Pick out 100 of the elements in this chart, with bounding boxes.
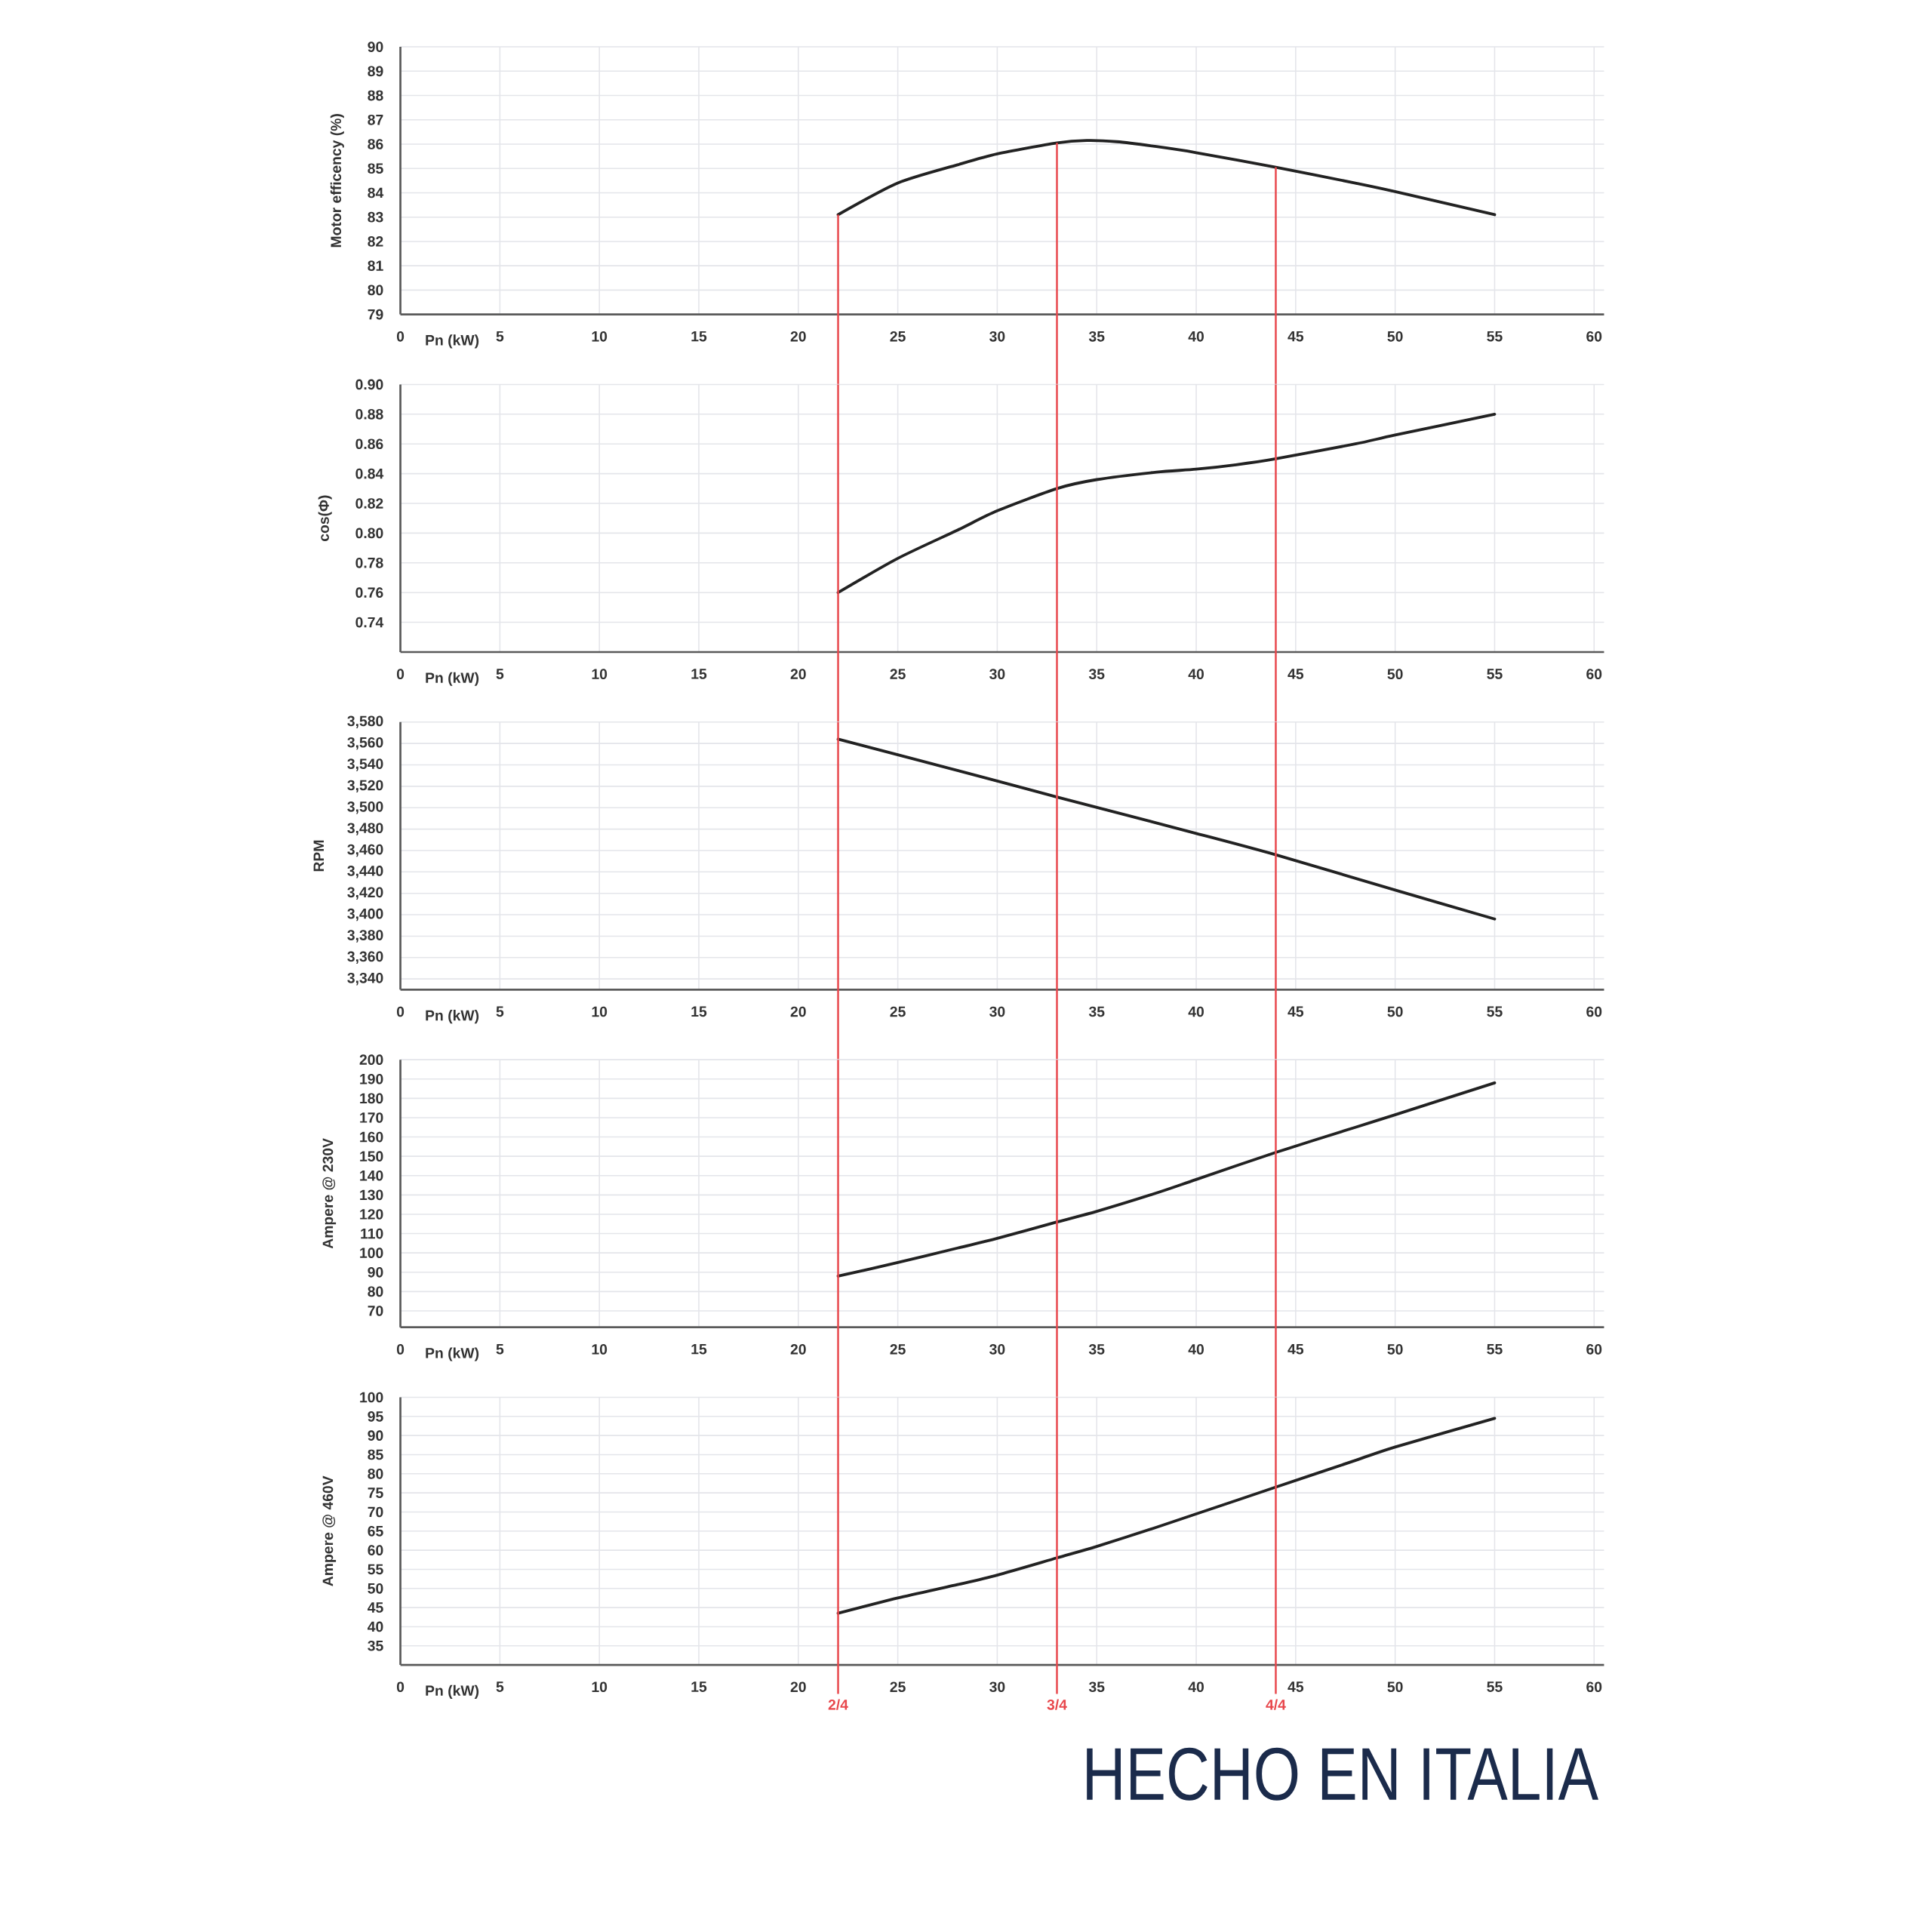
x-tick-label: 60 — [1586, 669, 1602, 679]
y-tick-label: 3,560 — [347, 737, 383, 750]
x-tick-label: 55 — [1487, 1681, 1503, 1692]
y-tick-label: 60 — [368, 1545, 383, 1555]
y-tick-label: 3,380 — [347, 930, 383, 943]
x-tick-label: 40 — [1188, 669, 1204, 679]
y-tick-label: 87 — [368, 114, 383, 125]
x-tick-label: 0 — [396, 1006, 405, 1017]
x-tick-label: 25 — [890, 1344, 906, 1355]
x-tick-label: 40 — [1188, 1006, 1204, 1017]
y-tick-label: 3,540 — [347, 758, 383, 771]
y-tick-label: 130 — [360, 1189, 383, 1201]
x-tick-label: 15 — [691, 331, 707, 342]
y-tick-label: 79 — [368, 309, 383, 320]
x-axis-title: Pn (kW) — [426, 334, 479, 349]
y-tick-label: 84 — [368, 187, 384, 198]
y-axis-title: cos(Φ) — [318, 495, 332, 541]
y-tick-label: 0.78 — [355, 557, 383, 568]
x-tick-label: 30 — [989, 669, 1005, 679]
x-tick-label: 40 — [1188, 1681, 1204, 1693]
y-tick-label: 160 — [360, 1131, 383, 1143]
text: 4/4 — [1266, 1699, 1286, 1710]
x-tick-label: 0 — [396, 1344, 405, 1355]
y-axis-title: RPM — [313, 840, 324, 872]
y-tick-label: 3,500 — [347, 801, 383, 814]
x-tick-label: 50 — [1387, 1344, 1403, 1355]
x-tick-label: 20 — [790, 1344, 806, 1355]
y-tick-label: 90 — [368, 1430, 383, 1441]
x-tick-label: 40 — [1188, 1344, 1204, 1355]
x-tick-label: 45 — [1287, 331, 1304, 342]
x-tick-label: 10 — [592, 1006, 608, 1017]
x-tick-label: 50 — [1387, 1006, 1403, 1017]
x-tick-label: 45 — [1287, 1006, 1304, 1017]
y-tick-label: 45 — [368, 1602, 383, 1613]
x-tick-label: 10 — [592, 1681, 608, 1693]
x-tick-label: 25 — [890, 669, 906, 679]
y-tick-label: 50 — [368, 1583, 383, 1594]
x-tick-label: 15 — [691, 1006, 707, 1017]
y-tick-label: 180 — [360, 1093, 383, 1104]
y-tick-label: 55 — [368, 1564, 383, 1575]
y-tick-label: 85 — [368, 163, 383, 174]
x-tick-label: 20 — [790, 669, 806, 679]
y-tick-label: 0.80 — [355, 528, 383, 539]
y-tick-label: 0.84 — [355, 468, 384, 479]
x-axis-title: Pn (kW) — [426, 1684, 479, 1699]
line-series — [836, 139, 1497, 217]
x-tick-label: 0 — [396, 1681, 405, 1693]
y-tick-label: 3,480 — [347, 823, 383, 835]
y-tick-label: 0.88 — [355, 409, 383, 420]
x-tick-label: 60 — [1586, 1681, 1602, 1693]
y-tick-label: 0.74 — [355, 617, 384, 628]
x-tick-label: 50 — [1387, 669, 1403, 679]
x-tick-label: 0 — [396, 669, 405, 679]
y-tick-label: 100 — [360, 1392, 383, 1403]
text: 3/4 — [1047, 1699, 1067, 1710]
x-tick-label: 25 — [890, 1681, 906, 1693]
x-tick-label: 35 — [1088, 331, 1105, 342]
x-tick-label: 35 — [1088, 1344, 1105, 1355]
y-tick-label: 3,420 — [347, 887, 383, 900]
y-tick-label: 65 — [368, 1525, 383, 1537]
x-tick-label: 35 — [1088, 1006, 1105, 1017]
x-tick-label: 5 — [496, 1681, 504, 1692]
x-tick-label: 5 — [496, 1006, 504, 1017]
x-tick-label: 50 — [1387, 1681, 1403, 1693]
x-axis-title: Pn (kW) — [426, 672, 479, 686]
x-tick-label: 5 — [496, 331, 504, 342]
y-tick-label: 88 — [368, 90, 383, 101]
x-tick-label: 30 — [989, 1006, 1005, 1017]
x-tick-label: 55 — [1487, 1343, 1503, 1355]
y-tick-label: 81 — [368, 260, 383, 272]
x-tick-label: 40 — [1188, 331, 1204, 342]
y-tick-label: 82 — [368, 236, 383, 247]
y-tick-label: 0.86 — [355, 438, 383, 450]
x-axis-title: Pn (kW) — [426, 1010, 479, 1024]
y-tick-label: 70 — [368, 1506, 383, 1518]
y-tick-label: 3,400 — [347, 908, 383, 921]
x-tick-label: 10 — [592, 1344, 608, 1355]
y-tick-label: 90 — [368, 1266, 383, 1278]
x-tick-label: 30 — [989, 331, 1005, 342]
y-tick-label: 3,440 — [347, 866, 383, 878]
x-tick-label: 35 — [1088, 669, 1105, 679]
y-tick-label: 85 — [368, 1449, 383, 1460]
y-axis-title: Ampere @ 460V — [322, 1475, 337, 1586]
y-tick-label: 120 — [360, 1209, 383, 1220]
y-tick-label: 35 — [368, 1640, 383, 1651]
y-tick-label: 89 — [368, 66, 383, 77]
x-tick-label: 5 — [496, 1343, 504, 1355]
y-tick-label: 190 — [360, 1073, 383, 1084]
x-tick-label: 35 — [1088, 1681, 1105, 1693]
y-tick-label: 80 — [368, 1286, 383, 1297]
y-tick-label: 140 — [360, 1170, 383, 1181]
x-tick-label: 5 — [496, 669, 504, 679]
x-tick-label: 60 — [1586, 331, 1602, 342]
x-tick-label: 20 — [790, 1006, 806, 1017]
y-axis-title: Ampere @ 230V — [322, 1138, 337, 1249]
y-tick-label: 0.76 — [355, 587, 383, 598]
x-tick-label: 20 — [790, 1681, 806, 1693]
y-axis-title: Motor efficency (%) — [330, 114, 344, 248]
x-tick-label: 15 — [691, 1343, 707, 1355]
y-tick-label: 150 — [360, 1151, 383, 1162]
